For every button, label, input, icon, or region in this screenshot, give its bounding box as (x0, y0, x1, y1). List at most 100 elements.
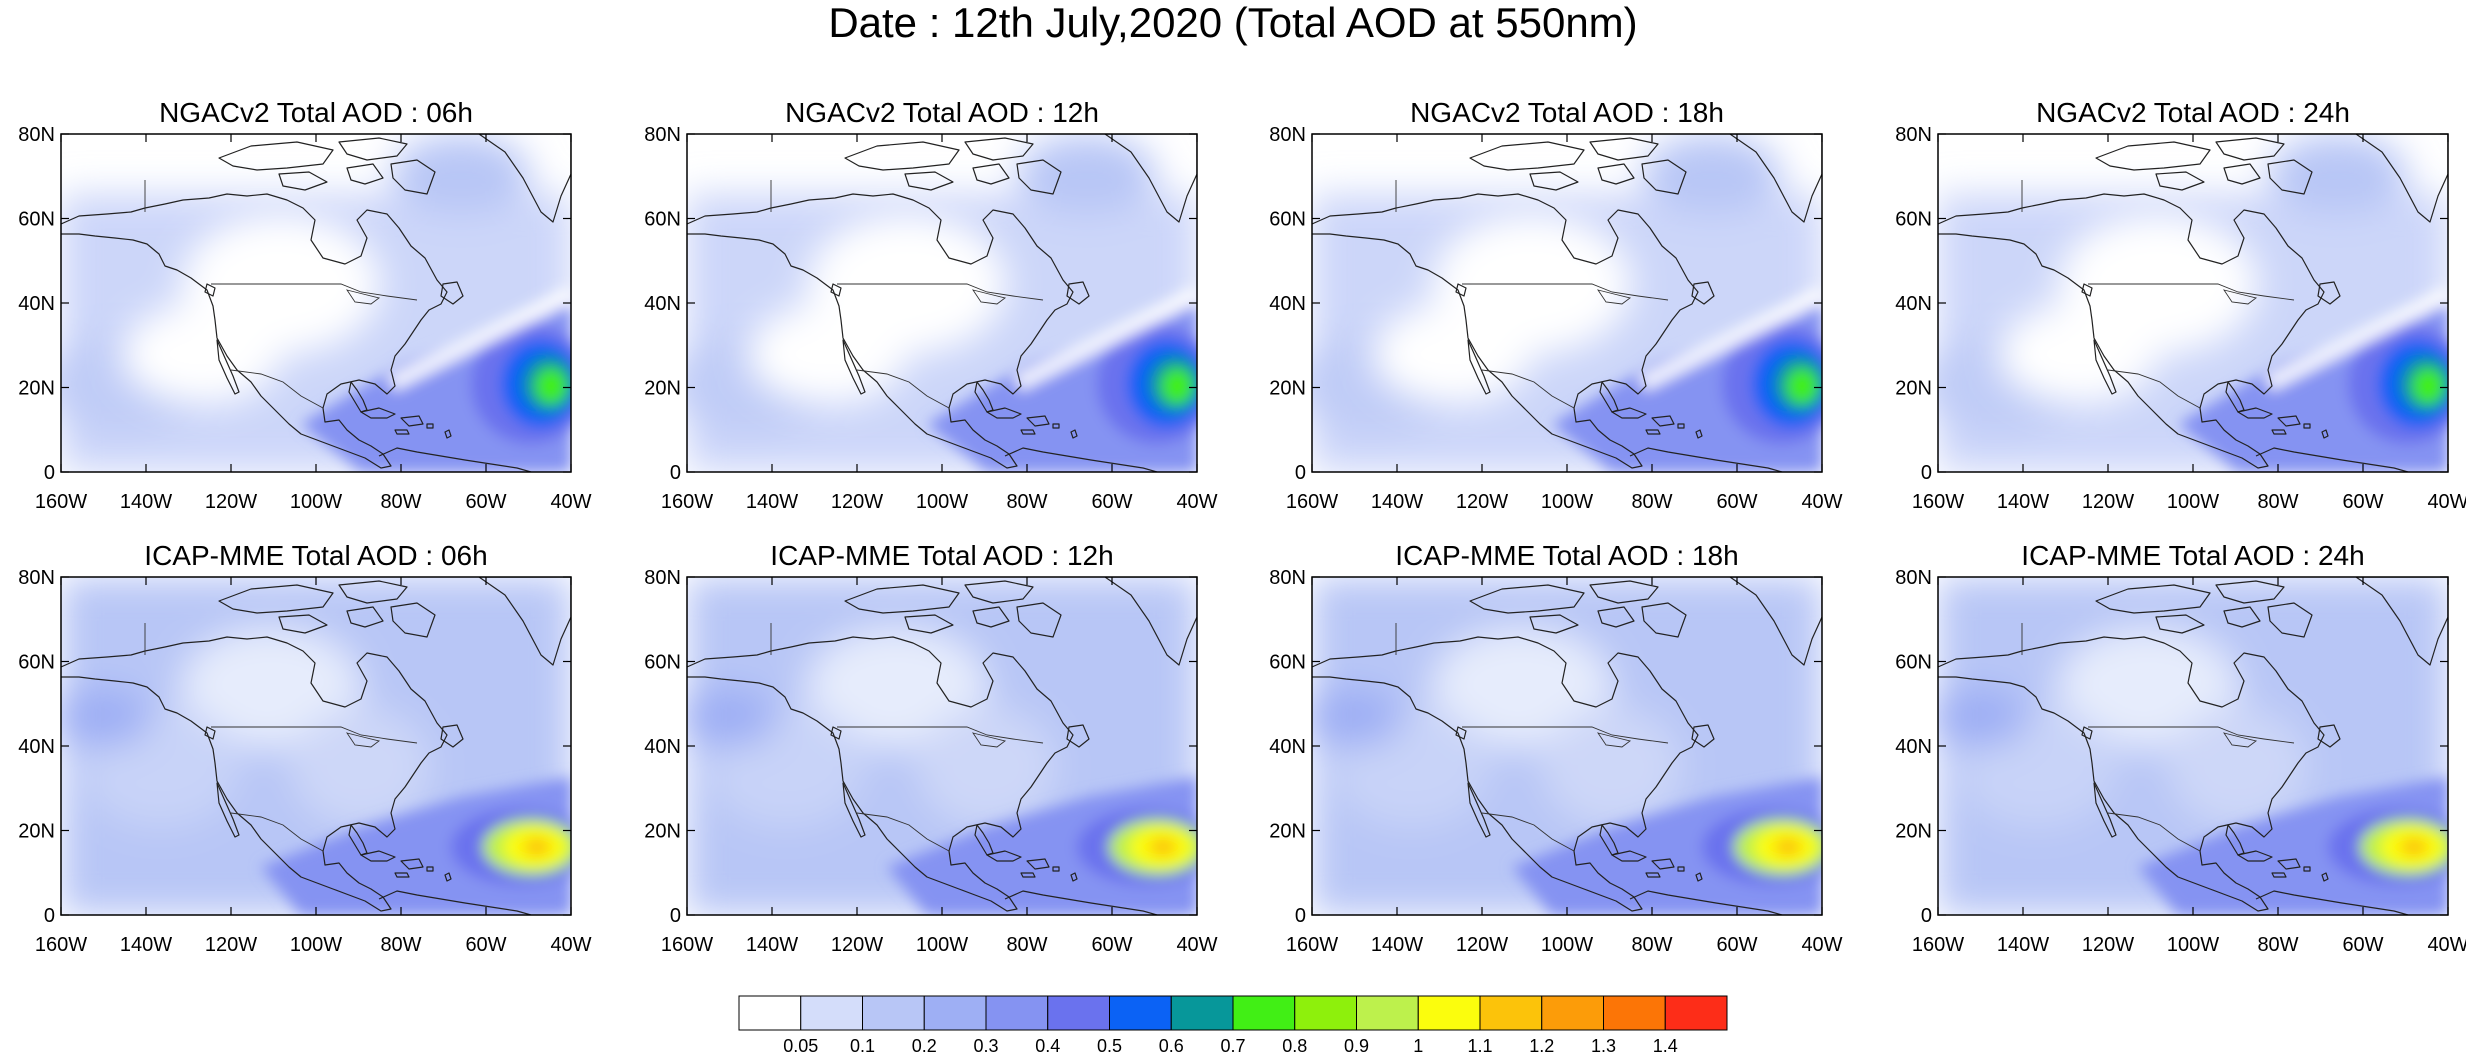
x-tick-label: 60W (2342, 491, 2383, 513)
colorbar-swatch (1479, 995, 1543, 1031)
map-panel: ICAP-MME Total AOD : 18h 0 20N 40N 60N 80N 160… (1269, 540, 1842, 956)
x-tick-label: 120W (1456, 491, 1508, 513)
x-tick-label: 60W (1716, 934, 1757, 956)
colorbar-label: 0.1 (850, 1036, 875, 1056)
x-tick-label: 40W (1801, 934, 1842, 956)
colorbar-swatch (1541, 995, 1604, 1031)
y-tick-label: 20N (1895, 821, 1932, 843)
colorbar-swatch (1294, 995, 1357, 1031)
colorbar-label: 1.4 (1653, 1036, 1678, 1056)
y-tick-label: 20N (1269, 821, 1306, 843)
x-tick-label: 80W (1006, 934, 1047, 956)
y-tick-label: 20N (1895, 378, 1932, 400)
x-tick-label: 140W (120, 491, 172, 513)
y-tick-label: 60N (18, 652, 55, 674)
colorbar-label: 0.3 (973, 1036, 998, 1056)
colorbar-swatch (1603, 995, 1666, 1031)
map-panel: NGACv2 Total AOD : 24h 0 20N 40N 60N 80N 160W 1… (1895, 97, 2466, 513)
x-tick-label: 160W (1286, 934, 1338, 956)
colorbar-swatch (1109, 995, 1172, 1031)
x-tick-label: 100W (1541, 934, 1593, 956)
x-tick-label: 80W (380, 934, 421, 956)
y-tick-label: 60N (644, 652, 681, 674)
y-tick-label: 80N (644, 567, 681, 589)
y-tick-label: 0 (1295, 462, 1306, 484)
y-tick-label: 60N (1269, 652, 1306, 674)
y-tick-label: 20N (644, 378, 681, 400)
y-tick-label: 20N (1269, 378, 1306, 400)
x-tick-label: 60W (465, 934, 506, 956)
colorbar-swatch (1664, 995, 1728, 1031)
y-tick-label: 20N (18, 821, 55, 843)
map-panel: NGACv2 Total AOD : 18h 0 20N 40N 60N 80N 160W 1… (1269, 97, 1842, 513)
x-tick-label: 160W (661, 491, 713, 513)
y-tick-label: 80N (1895, 567, 1932, 589)
panel-title: ICAP-MME Total AOD : 24h (2021, 540, 2364, 571)
panel-title: NGACv2 Total AOD : 24h (2036, 97, 2350, 128)
colorbar-swatch (1417, 995, 1481, 1031)
colorbar-swatch (1232, 995, 1296, 1031)
y-tick-label: 40N (18, 736, 55, 758)
aod-field (1292, 134, 1842, 472)
x-tick-label: 60W (1716, 491, 1757, 513)
y-tick-label: 0 (1295, 905, 1306, 927)
x-tick-label: 80W (2257, 934, 2298, 956)
colorbar-label: 0.6 (1159, 1036, 1184, 1056)
x-tick-label: 120W (205, 934, 257, 956)
y-tick-label: 80N (1269, 124, 1306, 146)
colorbar-swatch (862, 995, 925, 1031)
map-panel: NGACv2 Total AOD : 06h 0 20N 40N 60N 80N 160W 1… (18, 97, 591, 513)
colorbar-swatch (985, 995, 1049, 1031)
colorbar-label: 1.2 (1529, 1036, 1554, 1056)
x-tick-label: 100W (290, 491, 342, 513)
x-tick-label: 40W (2427, 934, 2466, 956)
y-tick-label: 20N (18, 378, 55, 400)
colorbar-label: 0.9 (1344, 1036, 1369, 1056)
x-tick-label: 140W (746, 491, 798, 513)
x-tick-label: 160W (1912, 934, 1964, 956)
colorbar-label: 0.2 (912, 1036, 937, 1056)
x-tick-label: 100W (2167, 934, 2219, 956)
aod-field (1918, 134, 2466, 472)
x-tick-label: 140W (1371, 934, 1423, 956)
y-tick-label: 0 (1921, 462, 1932, 484)
x-tick-label: 100W (290, 934, 342, 956)
y-tick-label: 80N (1895, 124, 1932, 146)
colorbar-label: 0.7 (1220, 1036, 1245, 1056)
x-tick-label: 120W (831, 934, 883, 956)
x-tick-label: 160W (1912, 491, 1964, 513)
colorbar-label: 1 (1413, 1036, 1423, 1056)
x-tick-label: 40W (550, 491, 591, 513)
x-tick-label: 60W (2342, 934, 2383, 956)
y-tick-label: 60N (644, 209, 681, 231)
colorbar-swatch (1047, 995, 1110, 1031)
x-tick-label: 80W (1631, 934, 1672, 956)
x-tick-label: 80W (2257, 491, 2298, 513)
colorbar: 0.05 0.1 0.2 0.3 0.4 0.5 0.6 0.7 0.8 0.9 1 1.1 1.2 1.… (738, 995, 1728, 1056)
x-tick-label: 40W (1176, 934, 1217, 956)
map-panel: ICAP-MME Total AOD : 06h 0 20N 40N 60N 80N 160… (18, 540, 591, 956)
x-tick-label: 100W (916, 491, 968, 513)
y-tick-label: 0 (670, 462, 681, 484)
y-tick-label: 40N (1269, 736, 1306, 758)
panel-title: NGACv2 Total AOD : 06h (159, 97, 473, 128)
aod-field (41, 134, 591, 472)
colorbar-swatch (800, 995, 863, 1031)
y-tick-label: 40N (1895, 736, 1932, 758)
y-tick-label: 60N (1269, 209, 1306, 231)
x-tick-label: 40W (1801, 491, 1842, 513)
x-tick-label: 140W (1371, 491, 1423, 513)
map-panel: NGACv2 Total AOD : 12h 0 20N 40N 60N 80N 160W 1… (644, 97, 1217, 513)
x-tick-label: 120W (831, 491, 883, 513)
figure-title: Date : 12th July,2020 (Total AOD at 550n… (828, 0, 1638, 46)
colorbar-swatch (738, 995, 802, 1031)
y-tick-label: 40N (644, 736, 681, 758)
x-tick-label: 80W (380, 491, 421, 513)
x-tick-label: 140W (1997, 934, 2049, 956)
x-tick-label: 140W (746, 934, 798, 956)
map-panel: ICAP-MME Total AOD : 12h 0 20N 40N 60N 80N 160… (644, 540, 1217, 956)
colorbar-swatch (1170, 995, 1234, 1031)
y-tick-label: 40N (644, 293, 681, 315)
y-tick-label: 0 (44, 905, 55, 927)
